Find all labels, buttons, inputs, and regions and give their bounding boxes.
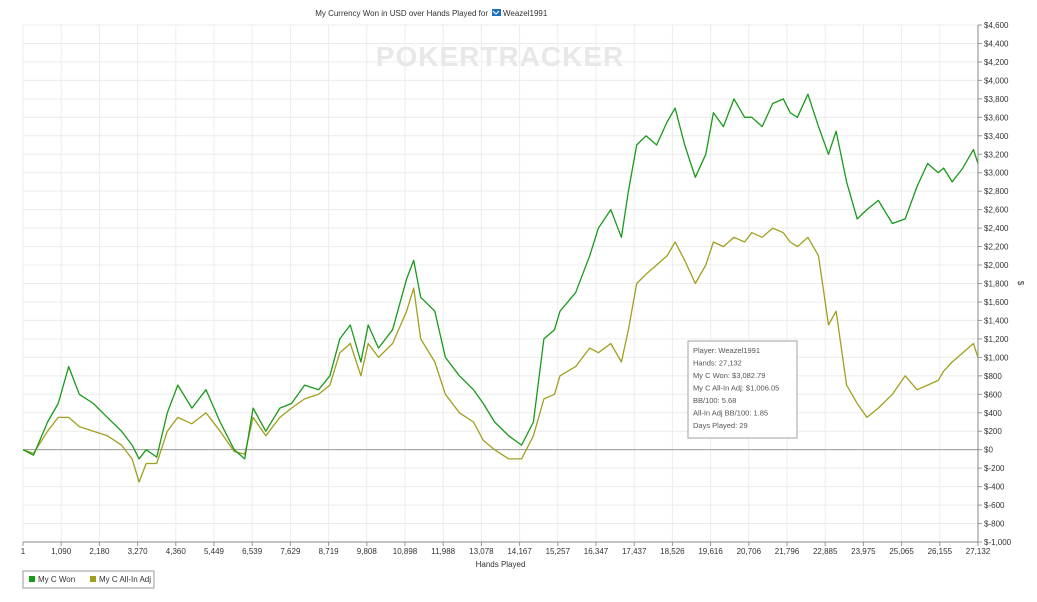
x-tick-label: 3,270 <box>128 547 149 556</box>
tooltip-box <box>687 340 798 439</box>
x-tick-label: 26,155 <box>928 547 953 556</box>
x-tick-label: 1 <box>21 547 26 556</box>
x-tick-label: 6,539 <box>242 547 263 556</box>
watermark: POKERTRACKER <box>376 41 624 72</box>
x-tick-label: 20,706 <box>737 547 762 556</box>
x-tick-label: 7,629 <box>280 547 301 556</box>
x-tick-label: 5,449 <box>204 547 225 556</box>
x-tick-label: 10,898 <box>393 547 418 556</box>
tooltip-line: My C All-In Adj: $1,006.05 <box>693 384 779 393</box>
y-tick-label: $3,000 <box>984 169 1009 178</box>
y-tick-label: $200 <box>984 427 1002 436</box>
x-tick-label: 1,090 <box>51 547 72 556</box>
y-tick-label: $3,400 <box>984 132 1009 141</box>
y-tick-label: $1,800 <box>984 280 1009 289</box>
player-flag-icon-mark <box>492 10 500 15</box>
y-tick-label: $400 <box>984 409 1002 418</box>
x-tick-label: 17,437 <box>622 547 647 556</box>
y-tick-label: $2,000 <box>984 261 1009 270</box>
legend-swatch <box>90 576 96 582</box>
legend: My C Won My C All-In Adj <box>22 570 155 589</box>
y-tick-label: $800 <box>984 372 1002 381</box>
tooltip: Player: Weazel1991 Hands: 27,132 My C Won:… <box>687 340 798 439</box>
x-tick-label: 19,616 <box>698 547 723 556</box>
series-group <box>22 93 979 483</box>
y-tick-label: $2,200 <box>984 243 1009 252</box>
tooltip-line: BB/100: 5.68 <box>693 396 736 405</box>
series-line-my-c-all-in-adj <box>22 227 979 483</box>
x-tick-label: 27,132 <box>966 547 991 556</box>
tooltip-line: Days Played: 29 <box>693 421 748 430</box>
series-line-my-c-won <box>22 93 979 460</box>
x-tick-label: 22,885 <box>813 547 838 556</box>
y-tick-label: $2,800 <box>984 187 1009 196</box>
y-tick-label: $1,200 <box>984 335 1009 344</box>
legend-box <box>22 570 155 589</box>
legend-label: My C All-In Adj <box>99 575 151 584</box>
tooltip-line: My C Won: $3,082.79 <box>693 371 765 380</box>
y-tick-label: $3,800 <box>984 95 1009 104</box>
player-flag-icon <box>492 9 501 16</box>
x-tick-label: 13,078 <box>469 547 494 556</box>
y-tick-label: $1,000 <box>984 353 1009 362</box>
y-tick-label: $-400 <box>984 483 1005 492</box>
x-tick-label: 15,257 <box>546 547 571 556</box>
x-tick-label: 23,975 <box>851 547 876 556</box>
x-tick-label: 9,808 <box>357 547 378 556</box>
y-tick-label: $2,400 <box>984 224 1009 233</box>
x-tick-label: 11,988 <box>431 547 455 556</box>
y-tick-label: $2,600 <box>984 206 1009 215</box>
chart-title: My Currency Won in USD over Hands Played… <box>315 9 488 18</box>
x-axis-title: Hands Played <box>476 560 526 569</box>
x-tick-label: 21,796 <box>775 547 800 556</box>
y-tick-label: $4,000 <box>984 76 1009 85</box>
axes: $4,600 $4,400 $4,200 $4,000 $3,800 $3,600 $3,4… <box>21 21 1025 569</box>
y-tick-label: $3,600 <box>984 113 1009 122</box>
x-tick-label: 25,065 <box>889 547 914 556</box>
tooltip-line: All-In Adj BB/100: 1.85 <box>693 409 768 418</box>
y-tick-label: $1,400 <box>984 316 1009 325</box>
y-tick-label: $600 <box>984 390 1002 399</box>
y-tick-label: $1,600 <box>984 298 1009 307</box>
legend-label: My C Won <box>38 575 75 584</box>
y-tick-label: $-1,000 <box>984 538 1012 547</box>
x-tick-label: 8,719 <box>319 547 340 556</box>
y-axis-title: $ <box>1016 281 1025 286</box>
legend-swatch <box>29 576 35 582</box>
y-tick-label: $4,200 <box>984 58 1009 67</box>
grid <box>22 24 979 543</box>
x-tick-label: 4,360 <box>166 547 187 556</box>
y-tick-label: $-800 <box>984 520 1005 529</box>
y-tick-label: $4,400 <box>984 39 1009 48</box>
x-tick-label: 16,347 <box>584 547 609 556</box>
x-tick-label: 2,180 <box>89 547 110 556</box>
y-tick-label: $0 <box>984 446 993 455</box>
tooltip-line: Hands: 27,132 <box>693 359 742 368</box>
tooltip-line: Player: Weazel1991 <box>693 346 760 355</box>
x-tick-label: 18,526 <box>660 547 685 556</box>
y-tick-label: $-200 <box>984 464 1005 473</box>
x-tick-label: 14,167 <box>507 547 532 556</box>
player-name: Weazel1991 <box>503 9 548 18</box>
y-tick-label: $-600 <box>984 501 1005 510</box>
chart-title-group: My Currency Won in USD over Hands Played… <box>315 9 548 18</box>
y-tick-label: $3,200 <box>984 150 1009 159</box>
y-tick-label: $4,600 <box>984 21 1009 30</box>
